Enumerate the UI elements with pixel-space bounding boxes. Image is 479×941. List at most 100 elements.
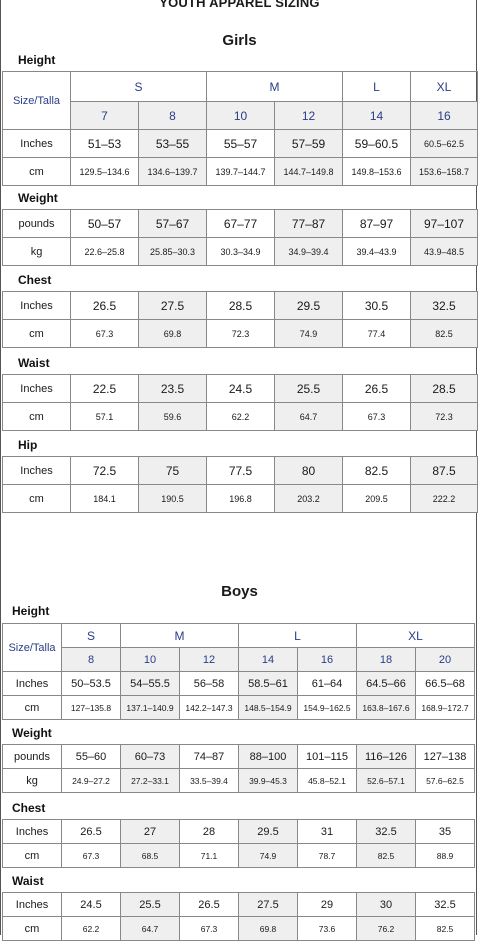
size-number-8: 8 <box>137 101 208 130</box>
table-row: Inches 24.5 25.5 26.5 27.5 29 30 32.5 <box>2 892 475 917</box>
table-row: Inches 50–53.5 54–55.5 56–58 58.5–61 61–64 64.… <box>2 671 475 696</box>
table-cell: 149.8–153.6 <box>342 157 411 186</box>
table-cell: 22.5 <box>70 374 139 403</box>
girls-chest-table: Inches 26.5 27.5 28.5 29.5 30.5 32.5 cm 67.3 69.8… <box>2 291 478 348</box>
table-cell: 31 <box>297 819 357 844</box>
table-cell: 137.1–140.9 <box>120 695 180 720</box>
table-cell: 57.1 <box>70 402 139 431</box>
table-cell: 22.6–25.8 <box>70 237 139 266</box>
table-cell: 57.6–62.5 <box>415 768 475 793</box>
girls-hip-table: Inches 72.5 75 77.5 80 82.5 87.5 cm 184.1 190.5 19… <box>2 456 478 513</box>
unit-label: Inches <box>2 291 71 320</box>
table-cell: 25.85–30.3 <box>138 237 207 266</box>
table-cell: 144.7–149.8 <box>274 157 343 186</box>
table-cell: 32.5 <box>410 291 478 320</box>
unit-label: cm <box>2 695 62 720</box>
table-cell: 67.3 <box>70 319 139 348</box>
table-cell: 67.3 <box>61 843 121 868</box>
waist-section-label: Waist <box>12 874 44 888</box>
table-cell: 24.5 <box>61 892 121 917</box>
boys-weight-table: pounds 55–60 60–73 74–87 88–100 101–115 116–12… <box>2 744 475 793</box>
table-cell: 222.2 <box>410 484 478 513</box>
girls-weight-table: pounds 50–57 57–67 67–77 77–87 87–97 97–107 kg 2… <box>2 209 478 266</box>
table-cell: 78.7 <box>297 843 357 868</box>
size-letter-l: L <box>342 71 412 102</box>
girls-height-table: Inches 51–53 53–55 55–57 57–59 59–60.5 60.5–62… <box>2 129 478 186</box>
table-cell: 30 <box>356 892 416 917</box>
table-cell: 67.3 <box>342 402 411 431</box>
size-talla-label: Size/Talla <box>2 71 71 130</box>
table-cell: 27.2–33.1 <box>120 768 180 793</box>
table-cell: 34.9–39.4 <box>274 237 343 266</box>
table-row: cm 57.1 59.6 62.2 64.7 67.3 72.3 <box>2 402 478 431</box>
table-cell: 82.5 <box>356 843 416 868</box>
table-cell: 26.5 <box>179 892 239 917</box>
table-cell: 76.2 <box>356 916 416 941</box>
table-row: Inches 51–53 53–55 55–57 57–59 59–60.5 60.5–62… <box>2 129 478 158</box>
unit-label: cm <box>2 843 62 868</box>
table-cell: 26.5 <box>61 819 121 844</box>
hip-section-label: Hip <box>18 438 38 452</box>
table-cell: 57–67 <box>138 209 207 238</box>
table-row: cm 129.5–134.6 134.6–139.7 139.7–144.7 144.7… <box>2 157 478 186</box>
boys-waist-table: Inches 24.5 25.5 26.5 27.5 29 30 32.5 cm 62.2 64.7… <box>2 892 475 941</box>
table-cell: 28 <box>179 819 239 844</box>
table-cell: 24.9–27.2 <box>61 768 121 793</box>
table-cell: 82.5 <box>410 319 478 348</box>
table-cell: 23.5 <box>138 374 207 403</box>
weight-section-label: Weight <box>12 726 52 740</box>
table-cell: 62.2 <box>61 916 121 941</box>
table-cell: 127–135.8 <box>61 695 121 720</box>
table-row: kg 24.9–27.2 27.2–33.1 33.5–39.4 39.9–45.3 45… <box>2 768 475 793</box>
unit-label: cm <box>2 484 71 513</box>
size-letter-xl: XL <box>410 71 479 102</box>
table-cell: 72.3 <box>206 319 275 348</box>
table-cell: 129.5–134.6 <box>70 157 139 186</box>
height-section-label: Height <box>18 53 56 67</box>
table-cell: 184.1 <box>70 484 139 513</box>
unit-label: Inches <box>2 892 62 917</box>
unit-label: Inches <box>2 374 71 403</box>
table-cell: 69.8 <box>138 319 207 348</box>
size-number-8: 8 <box>61 647 121 672</box>
table-cell: 168.9–172.7 <box>415 695 475 720</box>
table-cell: 88–100 <box>238 744 298 769</box>
size-number-16: 16 <box>410 101 479 130</box>
table-cell: 139.7–144.7 <box>206 157 275 186</box>
table-cell: 68.5 <box>120 843 180 868</box>
table-cell: 53–55 <box>138 129 207 158</box>
table-cell: 116–126 <box>356 744 416 769</box>
size-number-10: 10 <box>120 647 180 672</box>
table-cell: 60–73 <box>120 744 180 769</box>
boys-section-title: Boys <box>221 583 258 600</box>
table-cell: 29.5 <box>238 819 298 844</box>
table-row: Inches 26.5 27.5 28.5 29.5 30.5 32.5 <box>2 291 478 320</box>
table-cell: 80 <box>274 456 343 485</box>
table-cell: 67.3 <box>179 916 239 941</box>
table-cell: 59.6 <box>138 402 207 431</box>
size-number-10: 10 <box>206 101 276 130</box>
table-cell: 67–77 <box>206 209 275 238</box>
unit-label: cm <box>2 916 62 941</box>
table-cell: 24.5 <box>206 374 275 403</box>
table-cell: 77.5 <box>206 456 275 485</box>
size-number-16: 16 <box>297 647 357 672</box>
table-cell: 190.5 <box>138 484 207 513</box>
table-cell: 64.5–66 <box>356 671 416 696</box>
table-cell: 30.3–34.9 <box>206 237 275 266</box>
table-cell: 77–87 <box>274 209 343 238</box>
unit-label: pounds <box>2 209 71 238</box>
table-cell: 55–57 <box>206 129 275 158</box>
size-number-14: 14 <box>238 647 298 672</box>
table-cell: 142.2–147.3 <box>179 695 239 720</box>
table-cell: 32.5 <box>356 819 416 844</box>
table-cell: 71.1 <box>179 843 239 868</box>
table-row: cm 67.3 69.8 72.3 74.9 77.4 82.5 <box>2 319 478 348</box>
table-cell: 26.5 <box>342 374 411 403</box>
table-row: Inches 22.5 23.5 24.5 25.5 26.5 28.5 <box>2 374 478 403</box>
unit-label: kg <box>2 768 62 793</box>
table-cell: 73.6 <box>297 916 357 941</box>
unit-label: Inches <box>2 671 62 696</box>
table-cell: 52.6–57.1 <box>356 768 416 793</box>
table-cell: 50–57 <box>70 209 139 238</box>
